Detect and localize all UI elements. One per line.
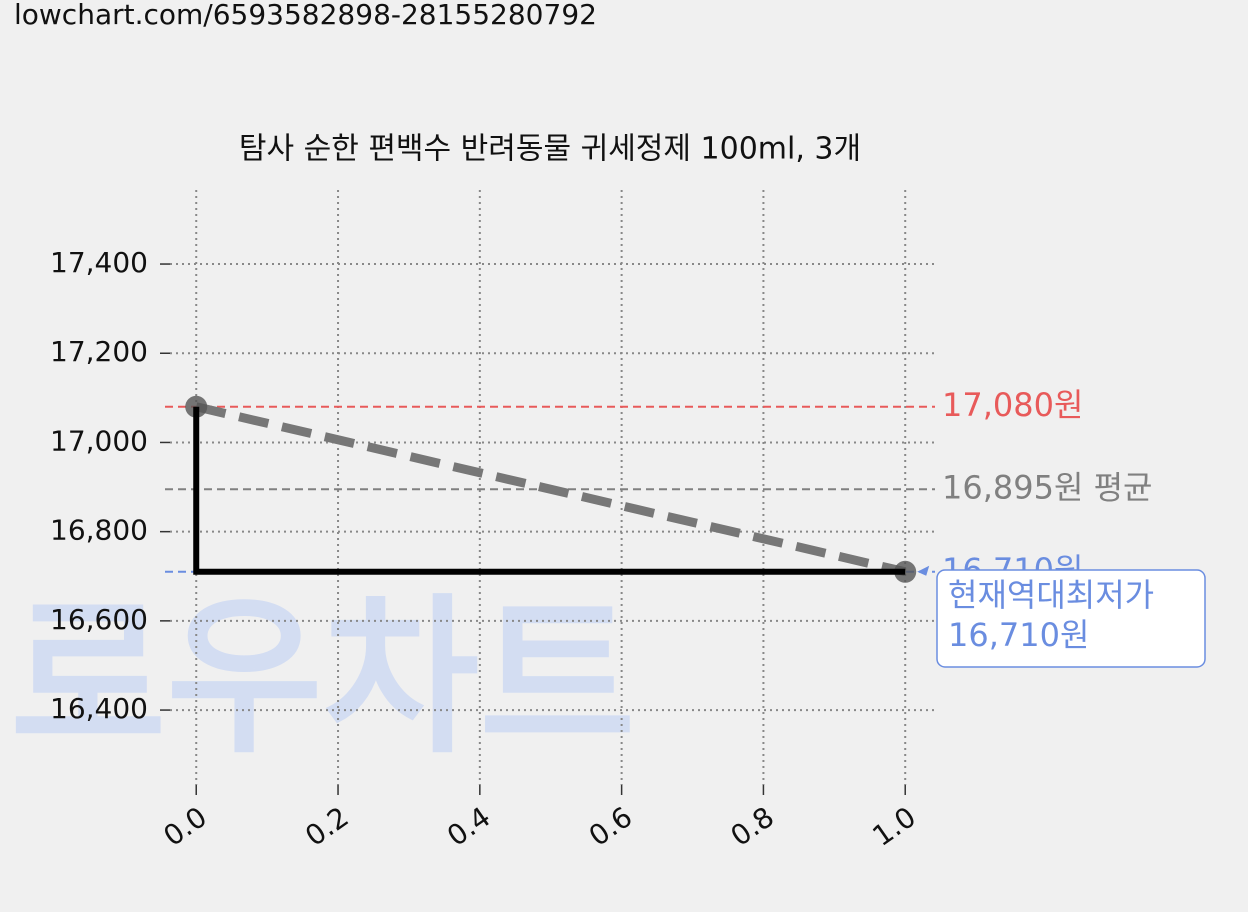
url: lowchart.com/6593582898-28155280792 bbox=[14, 0, 597, 31]
x-tick-label: 0.8 bbox=[725, 800, 780, 853]
y-tick-label: 17,400 bbox=[50, 246, 148, 279]
x-tick-label: 0.4 bbox=[441, 800, 496, 853]
y-tick-label: 16,600 bbox=[50, 603, 148, 636]
series-line bbox=[193, 406, 906, 575]
annotation-text: 현재역대최저가 bbox=[948, 576, 1154, 614]
x-tick-label: 0.0 bbox=[157, 800, 212, 853]
chart-title: 탐사 순한 편백수 반려동물 귀세정제 100ml, 3개 bbox=[239, 132, 861, 167]
annotation-text: 16,710원 bbox=[948, 616, 1089, 654]
watermark: 로우차트 bbox=[10, 579, 636, 777]
annotation-box bbox=[936, 569, 1206, 668]
y-tick-label: 17,000 bbox=[50, 424, 148, 457]
y-tick-label: 16,400 bbox=[50, 692, 148, 725]
annotation-arrow bbox=[917, 565, 930, 576]
series-line bbox=[195, 402, 907, 577]
reference-label: 17,080원 bbox=[942, 386, 1083, 424]
x-tick-label: 1.0 bbox=[866, 800, 921, 853]
y-tick-label: 17,200 bbox=[50, 335, 148, 368]
x-tick-label: 0.6 bbox=[583, 800, 638, 853]
y-tick-label: 16,800 bbox=[50, 514, 148, 547]
x-tick-label: 0.2 bbox=[299, 800, 354, 853]
reference-label: 16,895원 평균 bbox=[942, 468, 1152, 506]
